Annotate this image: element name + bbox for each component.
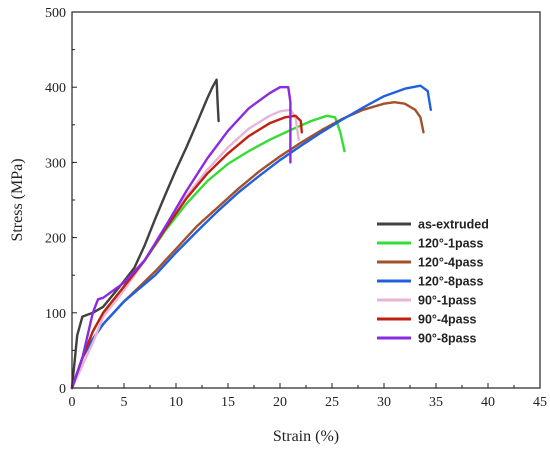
series-line-3 — [70, 84, 432, 390]
y-axis-title: Stress (MPa) — [9, 158, 26, 241]
y-tick-label: 200 — [45, 232, 66, 247]
legend-label: 90°-1pass — [418, 294, 477, 308]
y-tick-label: 400 — [45, 81, 66, 96]
legend-label: 120°-8pass — [418, 275, 484, 289]
y-tick-label: 0 — [59, 382, 66, 397]
y-tick-label: 100 — [45, 307, 66, 322]
legend-label: 90°-4pass — [418, 313, 477, 327]
y-axis-ticks: 0 100 200 300 400 500 — [45, 6, 77, 397]
series-line-5 — [70, 114, 303, 390]
series-line-4 — [70, 108, 300, 390]
legend-label: 90°-8pass — [418, 332, 477, 346]
x-tick-label: 15 — [221, 395, 235, 410]
x-axis-title: Strain (%) — [273, 428, 339, 445]
x-tick-label: 40 — [481, 395, 495, 410]
x-tick-label: 20 — [273, 395, 287, 410]
series-line-2 — [70, 100, 425, 390]
x-axis-ticks: 0 5 10 15 20 25 30 35 40 45 — [69, 383, 547, 410]
legend-label: as-extruded — [418, 218, 489, 232]
x-tick-label: 35 — [429, 395, 443, 410]
y-tick-label: 500 — [45, 6, 66, 21]
legend-label: 120°-4pass — [418, 256, 484, 270]
x-tick-label: 25 — [325, 395, 339, 410]
x-tick-label: 10 — [169, 395, 183, 410]
legend-label: 120°-1pass — [418, 237, 484, 251]
x-tick-label: 5 — [121, 395, 128, 410]
y-tick-label: 300 — [45, 156, 66, 171]
x-tick-label: 30 — [377, 395, 391, 410]
series-line-6 — [70, 85, 292, 390]
x-tick-label: 45 — [533, 395, 547, 410]
legend: as-extruded 120°-1pass 120°-4pass 120°-8pas… — [377, 218, 489, 346]
plot-lines — [70, 78, 432, 390]
x-tick-label: 0 — [69, 395, 76, 410]
